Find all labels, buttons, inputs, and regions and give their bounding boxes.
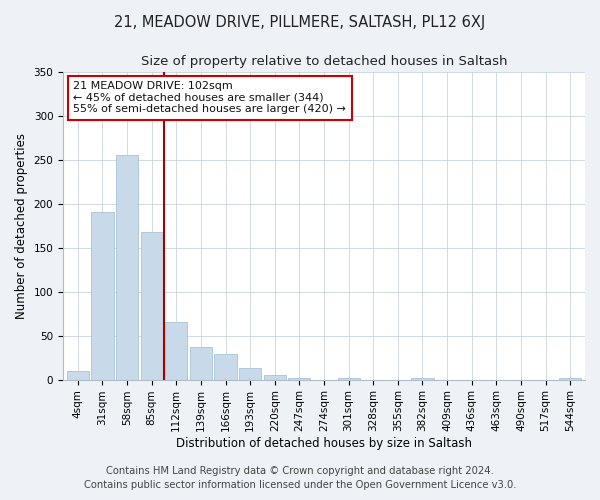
X-axis label: Distribution of detached houses by size in Saltash: Distribution of detached houses by size … (176, 437, 472, 450)
Bar (140, 232, 163, 380)
Bar (559, 378, 581, 380)
Text: 21 MEADOW DRIVE: 102sqm
← 45% of detached houses are smaller (344)
55% of semi-d: 21 MEADOW DRIVE: 102sqm ← 45% of detache… (73, 81, 346, 114)
Bar (91, 212, 113, 380)
Bar (165, 322, 187, 380)
Bar (67, 371, 89, 380)
Text: 21, MEADOW DRIVE, PILLMERE, SALTASH, PL12 6XJ: 21, MEADOW DRIVE, PILLMERE, SALTASH, PL1… (115, 15, 485, 30)
Bar (338, 378, 360, 380)
Y-axis label: Number of detached properties: Number of detached properties (15, 133, 28, 319)
Bar (239, 368, 261, 380)
Bar (190, 347, 212, 380)
Title: Size of property relative to detached houses in Saltash: Size of property relative to detached ho… (141, 55, 507, 68)
Bar (263, 375, 286, 380)
Bar (214, 354, 236, 380)
Bar (289, 378, 310, 380)
Bar (412, 378, 434, 380)
Text: Contains HM Land Registry data © Crown copyright and database right 2024.
Contai: Contains HM Land Registry data © Crown c… (84, 466, 516, 490)
Bar (116, 154, 138, 380)
